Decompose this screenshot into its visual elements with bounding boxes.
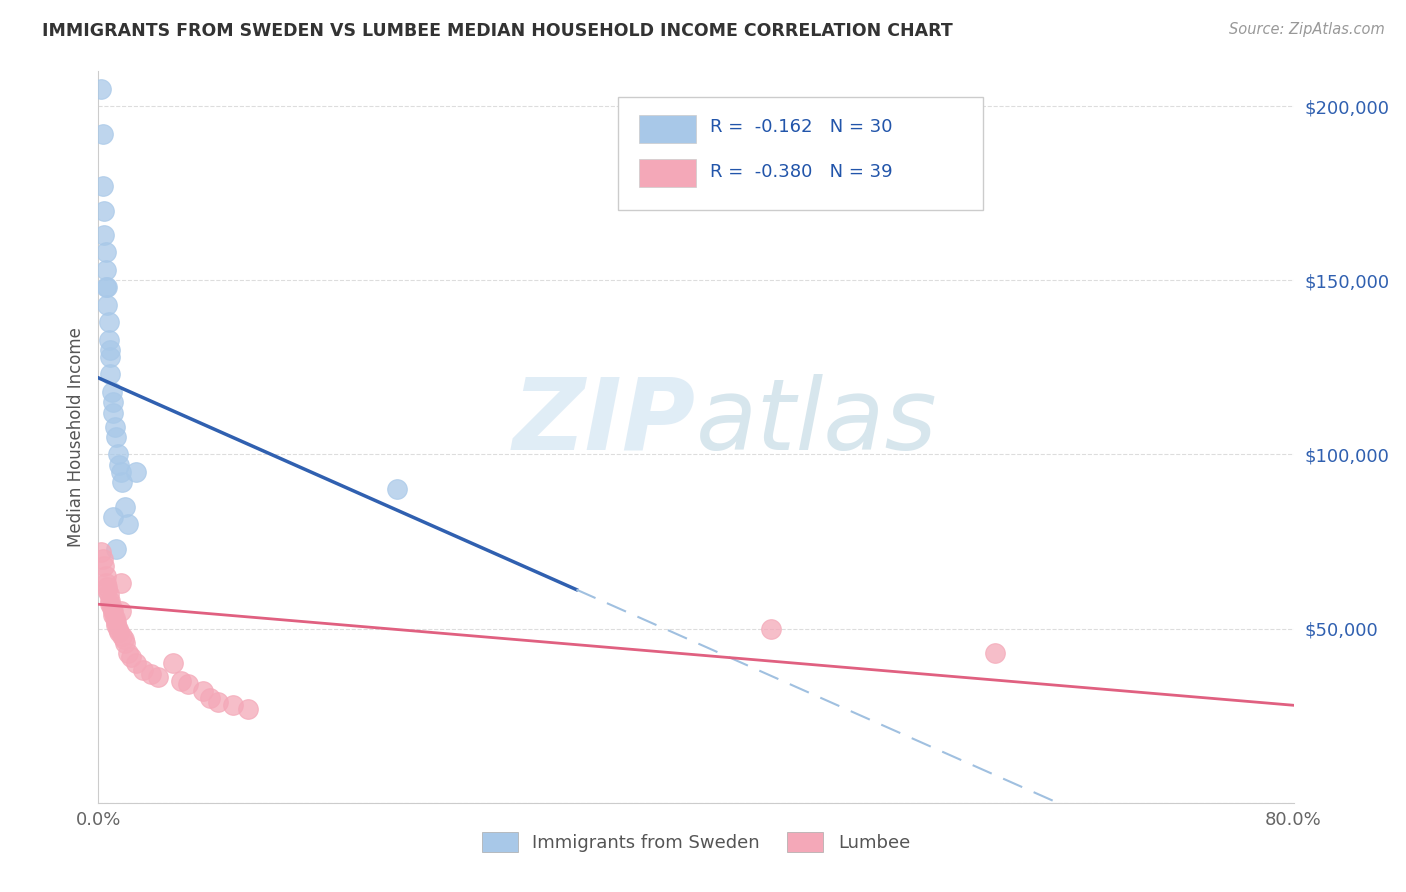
Point (114, 500, 136, 514)
Point (111, 629, 134, 643)
Text: R =  -0.380   N = 39: R = -0.380 N = 39 (710, 162, 893, 180)
Point (105, 430, 128, 444)
Point (94, 263, 117, 277)
Point (236, 702, 259, 716)
Point (107, 448, 129, 462)
Point (125, 465, 148, 479)
Point (169, 673, 191, 688)
Text: Source: ZipAtlas.com: Source: ZipAtlas.com (1229, 22, 1385, 37)
Point (90, 545, 112, 559)
Point (207, 695, 229, 709)
Point (98, 594, 122, 608)
Point (222, 698, 245, 713)
Point (148, 670, 170, 684)
Text: R =  -0.162   N = 30: R = -0.162 N = 30 (710, 118, 893, 136)
Point (191, 684, 214, 698)
Point (93, 558, 115, 573)
Point (93, 228, 115, 243)
Point (91, 179, 114, 194)
Point (98, 368, 122, 382)
Point (97, 315, 120, 329)
Point (94, 280, 117, 294)
Point (96, 280, 118, 294)
Point (112, 632, 135, 646)
Point (107, 622, 129, 636)
Y-axis label: Median Household Income: Median Household Income (67, 327, 86, 547)
Point (105, 618, 128, 632)
Point (105, 615, 128, 629)
Point (108, 625, 131, 640)
Point (101, 384, 124, 399)
Point (759, 622, 782, 636)
Point (93, 203, 115, 218)
Point (117, 646, 139, 660)
Point (98, 350, 122, 364)
FancyBboxPatch shape (619, 97, 983, 211)
Point (200, 691, 222, 706)
Point (110, 465, 132, 479)
Point (101, 600, 124, 615)
Point (139, 667, 162, 681)
Point (108, 458, 131, 472)
Point (103, 607, 125, 622)
Point (98, 343, 122, 357)
Point (103, 395, 125, 409)
Point (984, 646, 1007, 660)
Point (90, 82, 112, 96)
Point (96, 583, 118, 598)
Text: atlas: atlas (696, 374, 938, 471)
Text: IMMIGRANTS FROM SWEDEN VS LUMBEE MEDIAN HOUSEHOLD INCOME CORRELATION CHART: IMMIGRANTS FROM SWEDEN VS LUMBEE MEDIAN … (42, 22, 953, 40)
Point (104, 419, 127, 434)
Legend: Immigrants from Sweden, Lumbee: Immigrants from Sweden, Lumbee (475, 824, 917, 860)
Point (117, 517, 139, 532)
Bar (638, 115, 696, 143)
Point (110, 604, 132, 618)
Point (96, 580, 118, 594)
Point (94, 245, 117, 260)
Point (97, 587, 120, 601)
Point (162, 657, 184, 671)
Point (177, 677, 200, 691)
Point (98, 597, 122, 611)
Text: ZIP: ZIP (513, 374, 696, 471)
Point (94, 569, 117, 583)
Point (385, 483, 409, 497)
Point (105, 541, 128, 556)
Point (96, 298, 118, 312)
Point (125, 657, 148, 671)
Point (103, 604, 125, 618)
Point (110, 576, 132, 591)
Bar (638, 159, 696, 187)
Point (91, 127, 114, 141)
Point (91, 552, 114, 566)
Point (132, 664, 155, 678)
Point (103, 406, 125, 420)
Point (94, 576, 117, 591)
Point (103, 510, 125, 524)
Point (104, 611, 127, 625)
Point (114, 635, 136, 649)
Point (111, 475, 134, 490)
Point (120, 649, 142, 664)
Point (97, 333, 120, 347)
